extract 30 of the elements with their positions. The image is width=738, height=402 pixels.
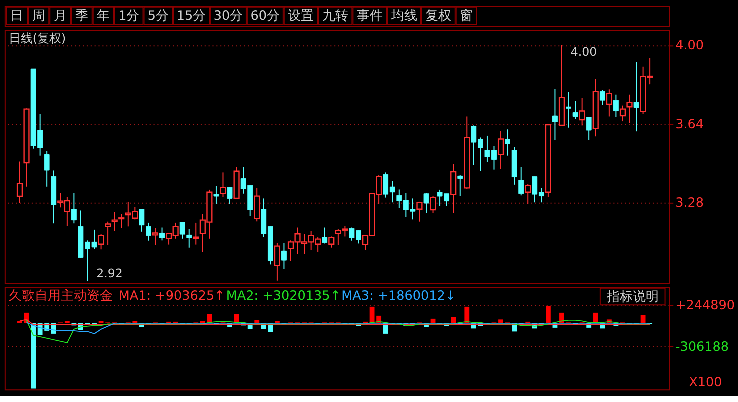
text: 30分 xyxy=(214,9,244,24)
text: 15分 xyxy=(176,9,206,24)
y-tick-label: 3.64 xyxy=(676,117,704,132)
text: 5分 xyxy=(148,9,169,24)
annotation: 2.92 xyxy=(96,266,123,280)
text: 60分 xyxy=(250,9,280,24)
chart-title: 久歌自用主动资金 xyxy=(8,288,113,304)
series-label: MA3: +1860012↓ xyxy=(342,289,456,304)
text: 日 xyxy=(10,9,24,24)
text: 周 xyxy=(32,9,46,24)
text: 事件 xyxy=(356,9,383,24)
y-tick-label: 3.28 xyxy=(676,196,704,212)
text: 复权 xyxy=(426,9,452,24)
text: X100 xyxy=(689,376,722,391)
text: 设置 xyxy=(288,9,314,24)
text: 季 xyxy=(76,9,89,24)
text: 年 xyxy=(97,9,110,24)
annotation: 指标说明 xyxy=(606,290,659,306)
y-tick-label: 4.00 xyxy=(676,38,704,54)
text: 月 xyxy=(54,9,67,24)
series-label: MA1: +903625↑ xyxy=(118,289,226,304)
text: 窗 xyxy=(460,8,474,24)
y-tick-label: -306188 xyxy=(676,340,729,355)
y-tick-label: +244890 xyxy=(676,298,736,314)
series-label: MA2: +3020135↑ xyxy=(226,289,341,304)
text: 均线 xyxy=(390,9,418,24)
chart-title: 日线(复权) xyxy=(8,32,66,46)
annotation: 4.00 xyxy=(570,45,598,60)
text: 1分 xyxy=(118,9,140,24)
text: 九转 xyxy=(322,9,348,24)
